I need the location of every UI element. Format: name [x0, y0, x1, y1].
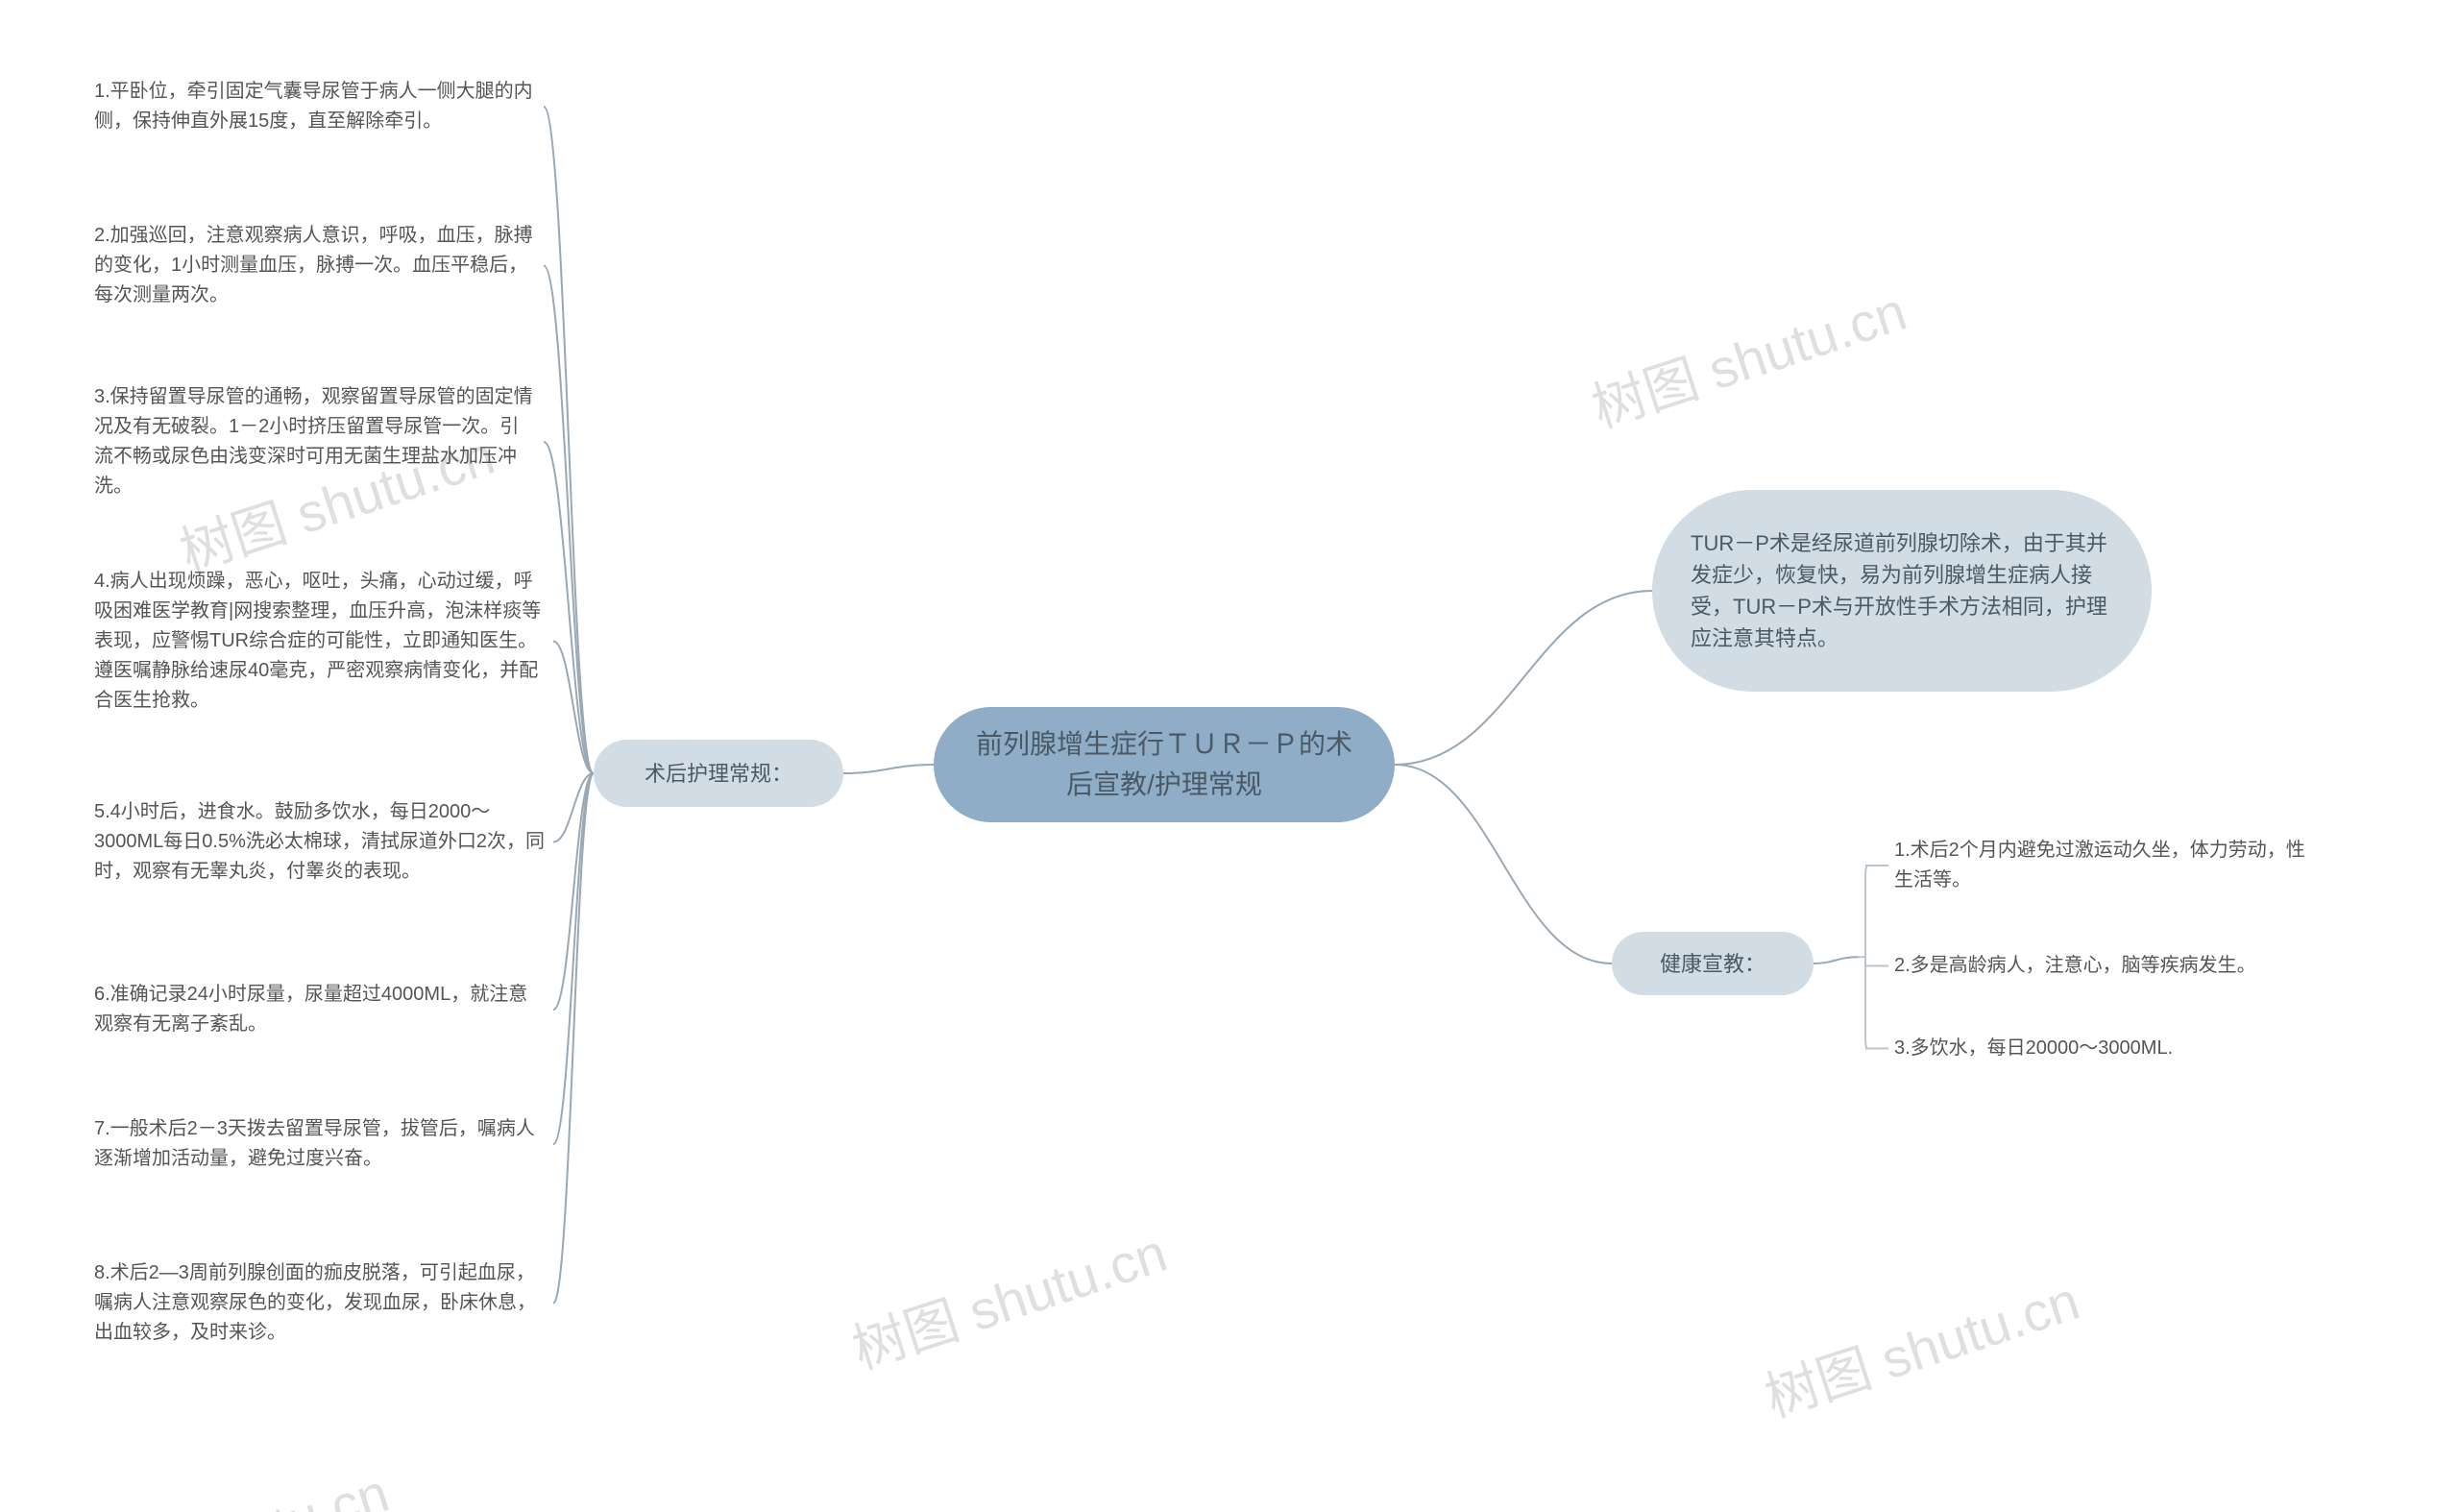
branch-right-label: 健康宣教： — [1660, 948, 1765, 980]
intro-node[interactable]: TUR－P术是经尿道前列腺切除术，由于其并发症少，恢复快，易为前列腺增生症病人接… — [1652, 490, 2152, 692]
watermark: 树图 shutu.cn — [1581, 269, 1915, 444]
left-leaf[interactable]: 3.保持留置导尿管的通畅，观察留置导尿管的固定情况及有无破裂。1－2小时挤压留置… — [94, 382, 536, 501]
right-leaf[interactable]: 1.术后2个月内避免过激运动久坐，体力劳动，性生活等。 — [1894, 836, 2307, 895]
watermark: 树图 shutu.cn — [63, 1451, 398, 1512]
left-leaf[interactable]: 1.平卧位，牵引固定气囊导尿管于病人一侧大腿的内侧，保持伸直外展15度，直至解除… — [94, 77, 536, 136]
left-leaf[interactable]: 6.准确记录24小时尿量，尿量超过4000ML，就注意观察有无离子紊乱。 — [94, 980, 546, 1039]
right-leaf[interactable]: 2.多是高龄病人，注意心，脑等疾病发生。 — [1894, 951, 2307, 981]
root-label: 前列腺增生症行ＴＵＲ－Ｐ的术后宣教/护理常规 — [968, 724, 1360, 805]
root-node[interactable]: 前列腺增生症行ＴＵＲ－Ｐ的术后宣教/护理常规 — [934, 707, 1395, 822]
branch-postop-care[interactable]: 术后护理常规： — [594, 740, 843, 807]
left-leaf[interactable]: 7.一般术后2－3天拨去留置导尿管，拔管后，嘱病人逐渐增加活动量，避免过度兴奋。 — [94, 1114, 546, 1174]
intro-text: TUR－P术是经尿道前列腺切除术，由于其并发症少，恢复快，易为前列腺增生症病人接… — [1691, 527, 2113, 654]
left-leaf[interactable]: 4.病人出现烦躁，恶心，呕吐，头痛，心动过缓，呼吸困难医学教育|网搜索整理，血压… — [94, 567, 546, 716]
mindmap-canvas: 树图 shutu.cn 树图 shutu.cn 树图 shutu.cn 树图 shut… — [0, 0, 2459, 1512]
left-leaf[interactable]: 2.加强巡回，注意观察病人意识，呼吸，血压，脉搏的变化，1小时测量血压，脉搏一次… — [94, 221, 536, 310]
branch-health-edu[interactable]: 健康宣教： — [1612, 932, 1814, 995]
left-leaf[interactable]: 8.术后2—3周前列腺创面的痂皮脱落，可引起血尿，嘱病人注意观察尿色的变化，发现… — [94, 1258, 546, 1348]
branch-left-label: 术后护理常规： — [645, 758, 792, 790]
watermark: 树图 shutu.cn — [841, 1210, 1176, 1385]
left-leaf[interactable]: 5.4小时后，进食水。鼓励多饮水，每日2000～3000ML每日0.5%洗必太棉… — [94, 797, 546, 887]
watermark: 树图 shutu.cn — [1754, 1258, 2088, 1433]
right-leaf[interactable]: 3.多饮水，每日20000～3000ML. — [1894, 1034, 2307, 1063]
